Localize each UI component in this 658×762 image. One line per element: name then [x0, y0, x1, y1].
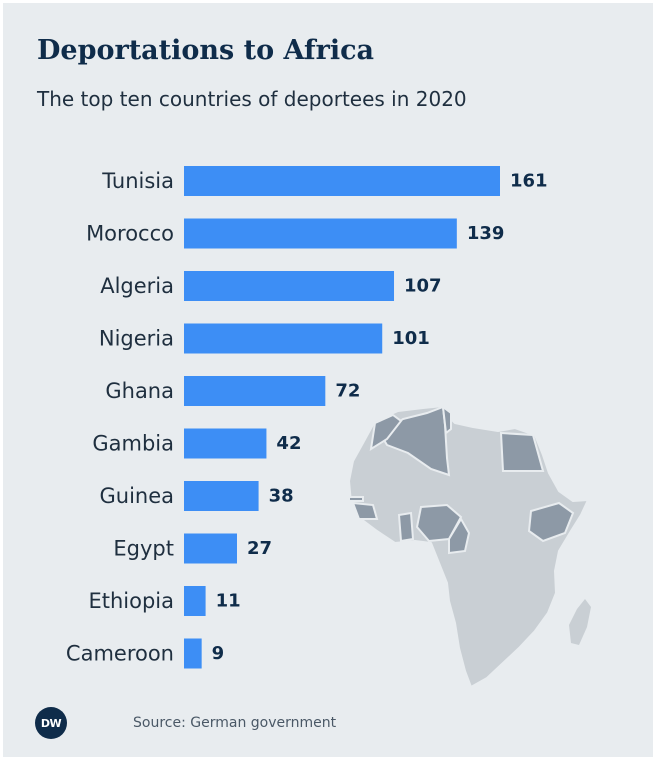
value-label-cameroon: 9 — [212, 643, 225, 664]
africa-map-icon — [348, 404, 591, 688]
category-label-algeria: Algeria — [100, 274, 174, 298]
category-label-gambia: Gambia — [92, 432, 174, 456]
value-label-guinea: 38 — [269, 486, 294, 507]
value-label-nigeria: 101 — [392, 328, 430, 349]
bar-morocco — [184, 218, 457, 249]
map-cameroon — [448, 517, 471, 555]
bar-ethiopia — [184, 586, 206, 616]
africa-landmass — [348, 405, 589, 688]
map-ghana — [397, 511, 415, 543]
bar-ghana — [184, 376, 326, 406]
madagascar — [569, 599, 591, 645]
value-label-ethiopia: 11 — [216, 591, 241, 612]
category-label-morocco: Morocco — [86, 222, 174, 246]
value-label-morocco: 139 — [467, 223, 505, 244]
dw-logo: DW — [35, 707, 67, 739]
bar-gambia — [184, 428, 267, 459]
value-label-tunisia: 161 — [510, 171, 548, 192]
bar-tunisia — [184, 166, 500, 196]
bar-chart: Tunisia 161 Morocco 139 Algeria 107 Nigeria 101… — [66, 166, 591, 688]
value-label-algeria: 107 — [404, 276, 442, 297]
value-label-egypt: 27 — [247, 538, 272, 559]
map-guinea — [351, 501, 379, 520]
category-label-ethiopia: Ethiopia — [88, 589, 174, 613]
category-label-guinea: Guinea — [99, 484, 174, 508]
category-label-nigeria: Nigeria — [99, 327, 174, 351]
map-ethiopia — [527, 501, 575, 543]
map-egypt — [499, 431, 545, 472]
category-label-ghana: Ghana — [105, 379, 174, 403]
value-label-ghana: 72 — [335, 381, 360, 402]
map-gambia — [348, 496, 364, 502]
bar-cameroon — [184, 638, 202, 669]
bars-group: Tunisia 161 Morocco 139 Algeria 107 Nigeria 101… — [66, 166, 548, 669]
chart-subtitle: The top ten countries of deportees in 20… — [37, 87, 467, 111]
bar-nigeria — [184, 323, 383, 354]
bar-guinea — [184, 481, 259, 511]
source-note: Source: German government — [133, 715, 337, 731]
bar-egypt — [184, 533, 237, 564]
category-label-cameroon: Cameroon — [66, 642, 174, 666]
map-morocco — [369, 413, 403, 452]
chart-title: Deportations to Africa — [37, 35, 375, 66]
map-tunisia — [441, 404, 452, 435]
category-label-egypt: Egypt — [113, 537, 174, 561]
category-label-tunisia: Tunisia — [101, 169, 174, 193]
bar-algeria — [184, 271, 395, 301]
chart-card: Deportations to Africa The top ten count… — [3, 3, 653, 757]
value-label-gambia: 42 — [276, 433, 301, 454]
footer: DW Source: German government — [35, 707, 336, 739]
